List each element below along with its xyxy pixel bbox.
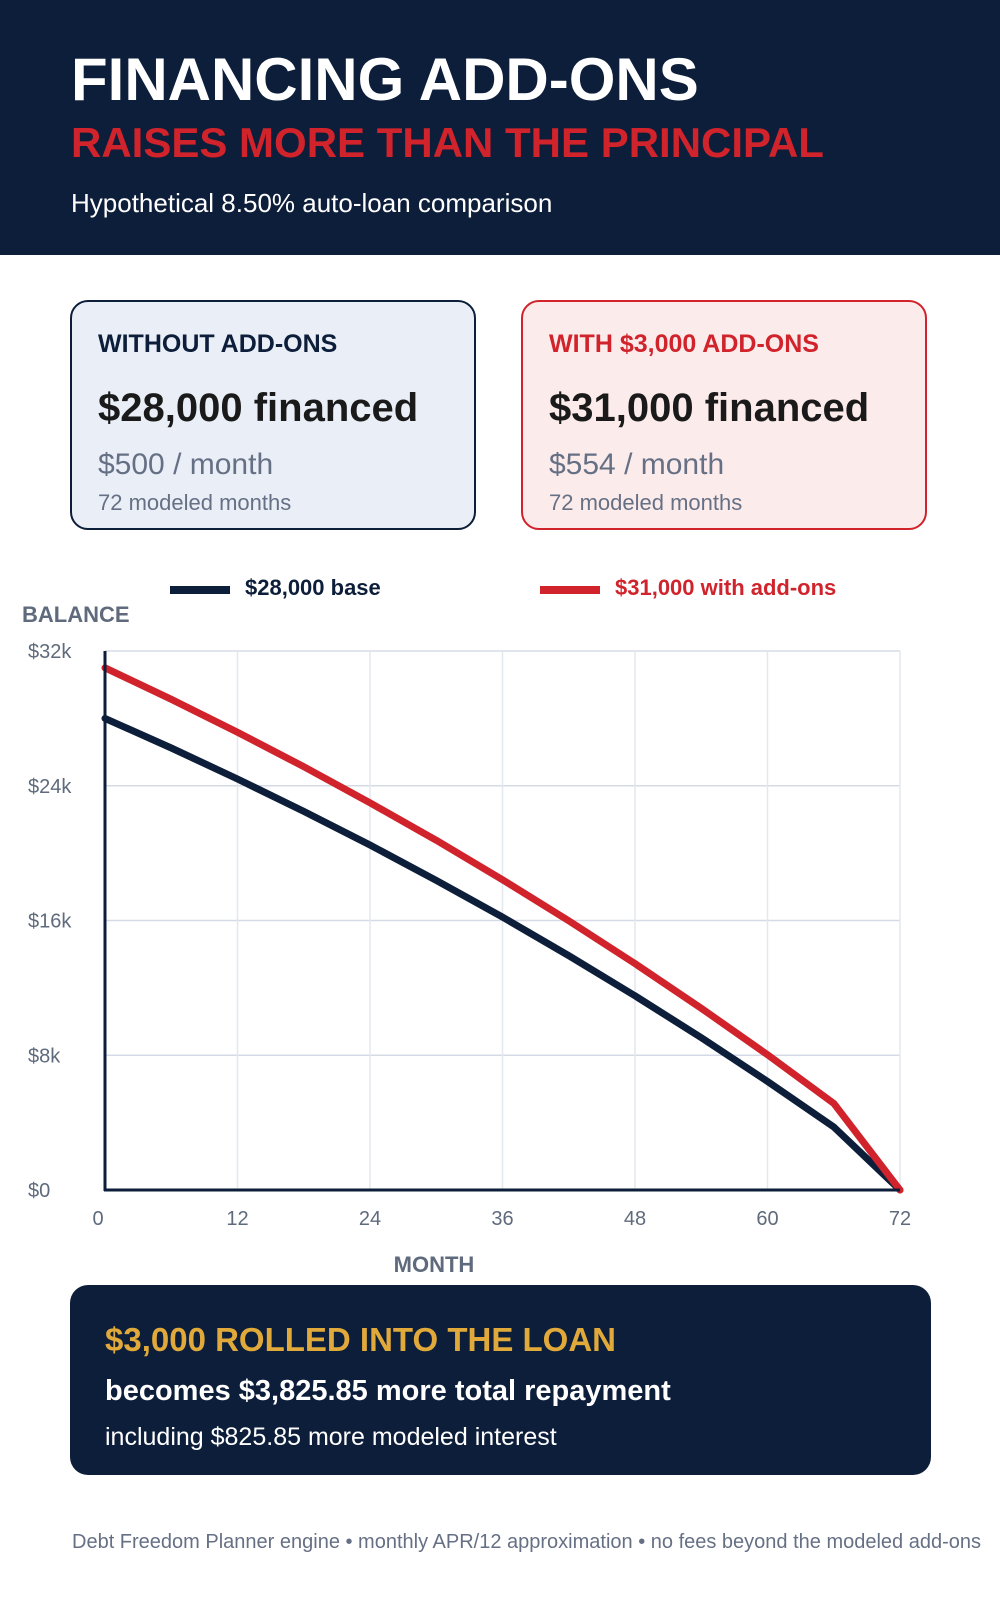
page-caption: Hypothetical 8.50% auto-loan comparison: [71, 188, 553, 218]
card-payment: $500 / month: [98, 448, 274, 481]
y-tick-label: $0: [28, 1180, 50, 1202]
summary-callout: $3,000 ROLLED INTO THE LOAN becomes $3,8…: [70, 1285, 931, 1475]
card-without-add-ons: WITHOUT ADD-ONS $28,000 financed $500 / …: [70, 300, 476, 530]
chart-series: [101, 664, 904, 1194]
x-tick-label: 0: [92, 1208, 103, 1230]
card-label: WITH $3,000 ADD-ONS: [549, 330, 819, 358]
summary-main: becomes $3,825.85 more total repayment: [105, 1375, 671, 1407]
legend-label: $28,000 base: [245, 575, 381, 600]
legend-label: $31,000 with add-ons: [615, 575, 837, 600]
x-tick-label: 60: [756, 1208, 778, 1230]
x-tick-label: 24: [359, 1208, 381, 1230]
x-tick-label: 48: [624, 1208, 646, 1230]
y-axis-title: BALANCE: [22, 602, 130, 627]
card-payment: $554 / month: [549, 448, 725, 481]
series-line-base: [101, 714, 904, 1194]
summary-headline: $3,000 ROLLED INTO THE LOAN: [105, 1321, 616, 1358]
x-tick-label: 12: [226, 1208, 248, 1230]
card-term: 72 modeled months: [98, 490, 292, 515]
y-tick-label: $32k: [28, 641, 72, 663]
footer-note: Debt Freedom Planner engine • monthly AP…: [72, 1531, 982, 1553]
series-line-add-ons: [101, 664, 904, 1194]
chart-labels: $0 $8k $16k $24k $32k 0 12 24 36 48 60 72: [28, 641, 911, 1230]
x-tick-label: 72: [889, 1208, 911, 1230]
legend-swatch: [540, 586, 600, 594]
card-with-add-ons: WITH $3,000 ADD-ONS $31,000 financed $55…: [521, 300, 927, 530]
y-tick-label: $16k: [28, 911, 72, 933]
card-label: WITHOUT ADD-ONS: [98, 330, 338, 358]
y-tick-label: $24k: [28, 776, 72, 798]
card-term: 72 modeled months: [549, 490, 743, 515]
legend-swatch: [170, 586, 230, 594]
balance-chart: $0 $8k $16k $24k $32k 0 12 24 36 48 60 72 BALANCE M…: [22, 602, 911, 1277]
x-tick-label: 36: [491, 1208, 513, 1230]
header: FINANCING ADD-ONS RAISES MORE THAN THE P…: [0, 0, 1000, 255]
page-subtitle: RAISES MORE THAN THE PRINCIPAL: [71, 119, 824, 166]
card-amount: $28,000 financed: [98, 386, 419, 430]
summary-sub: including $825.85 more modeled interest: [105, 1423, 557, 1451]
card-amount: $31,000 financed: [549, 386, 870, 430]
chart-axes: [103, 651, 900, 1192]
page-title: FINANCING ADD-ONS: [71, 46, 699, 113]
x-axis-title: MONTH: [394, 1252, 475, 1277]
y-tick-label: $8k: [28, 1045, 61, 1067]
